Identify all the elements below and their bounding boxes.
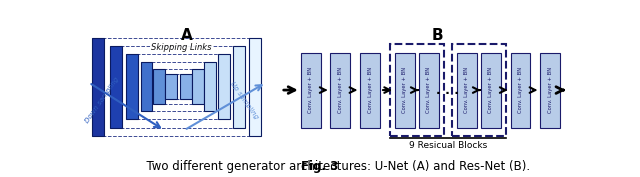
Bar bbox=[92, 38, 104, 136]
Text: 9 Resicual Blocks: 9 Resicual Blocks bbox=[409, 141, 487, 150]
Text: Fig. 3: Fig. 3 bbox=[301, 161, 339, 173]
Bar bbox=[540, 53, 560, 128]
Text: Conv. Layer + BN: Conv. Layer + BN bbox=[465, 67, 469, 113]
Bar bbox=[419, 53, 438, 128]
Bar bbox=[395, 53, 415, 128]
Text: Conv. Layer + BN: Conv. Layer + BN bbox=[518, 67, 523, 113]
Text: Down sampling: Down sampling bbox=[84, 76, 120, 124]
Bar bbox=[192, 69, 204, 104]
Bar bbox=[249, 38, 260, 136]
Bar bbox=[218, 54, 230, 119]
Bar bbox=[110, 46, 122, 128]
Bar bbox=[233, 46, 244, 128]
Bar bbox=[330, 53, 350, 128]
Text: Conv. Layer + BN: Conv. Layer + BN bbox=[367, 67, 372, 113]
Bar bbox=[125, 54, 138, 119]
Bar bbox=[180, 74, 192, 99]
Text: Conv. Layer + BN: Conv. Layer + BN bbox=[548, 67, 553, 113]
Text: A: A bbox=[180, 28, 193, 43]
Bar bbox=[141, 62, 152, 111]
Bar bbox=[301, 53, 321, 128]
Text: B: B bbox=[431, 28, 443, 43]
Bar bbox=[154, 69, 165, 104]
Text: Two different generator architectures: U-Net (A) and Res-Net (B).: Two different generator architectures: U… bbox=[109, 161, 531, 173]
Text: Conv. Layer + BN: Conv. Layer + BN bbox=[488, 67, 493, 113]
Bar bbox=[481, 53, 500, 128]
Bar bbox=[452, 44, 506, 136]
Bar bbox=[360, 53, 380, 128]
Text: Conv. Layer + BN: Conv. Layer + BN bbox=[308, 67, 313, 113]
Text: Conv. Layer + BN: Conv. Layer + BN bbox=[338, 67, 343, 113]
Bar bbox=[165, 74, 177, 99]
Text: Skipping Links: Skipping Links bbox=[152, 43, 212, 52]
Bar bbox=[457, 53, 477, 128]
Text: Conv. Layer + BN: Conv. Layer + BN bbox=[403, 67, 408, 113]
Bar bbox=[390, 44, 444, 136]
Bar bbox=[204, 62, 216, 111]
Text: . . .: . . . bbox=[436, 84, 460, 97]
Text: Conv. Layer + BN: Conv. Layer + BN bbox=[426, 67, 431, 113]
Bar bbox=[511, 53, 531, 128]
Text: Up sampling: Up sampling bbox=[228, 81, 259, 120]
